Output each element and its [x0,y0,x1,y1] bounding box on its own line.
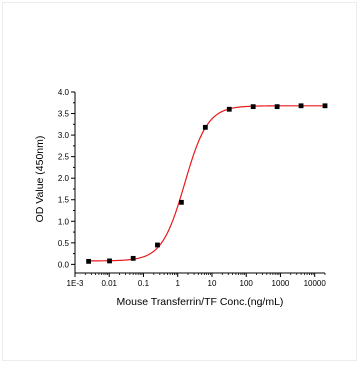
y-tick-label: 3.0 [58,131,70,140]
tick-labels-layer: 0.0 0.5 1.0 1.5 2.0 2.5 3.0 3.5 4.0 1E-3 0.01 0.1 1 1… [58,88,326,288]
data-point [155,242,160,248]
y-tick-label: 0.5 [58,239,70,248]
data-points-layer [86,103,328,264]
chart-svg: 0.0 0.5 1.0 1.5 2.0 2.5 3.0 3.5 4.0 1E-3 0.01 0.1 1 1… [34,88,328,308]
data-point [274,104,280,110]
data-point [107,258,112,264]
data-point [178,199,184,205]
chart-frame: 0.0 0.5 1.0 1.5 2.0 2.5 3.0 3.5 4.0 1E-3 0.01 0.1 1 1… [2,2,357,361]
data-point [226,106,232,112]
y-tick-label: 3.5 [58,110,70,119]
x-tick-label: 100 [240,279,254,288]
x-tick-label: 1000 [272,279,290,288]
x-tick-label: 0.01 [101,279,117,288]
x-tick-label: 10000 [304,279,327,288]
data-point [298,103,304,109]
data-point [322,103,328,109]
x-tick-label: 10 [208,279,217,288]
y-tick-label: 2.5 [58,153,70,162]
x-tick-label: 1 [175,279,180,288]
data-point [202,124,208,130]
x-tick-label: 0.1 [138,279,150,288]
y-tick-label: 0.0 [58,260,70,269]
y-tick-label: 4.0 [58,88,70,97]
data-point [130,255,136,261]
axes-layer [71,91,326,277]
y-axis-title: OD Value (450nm) [34,136,46,223]
y-tick-label: 2.0 [58,174,70,183]
y-tick-label: 1.5 [58,196,70,205]
data-point [86,258,92,264]
x-axis-title: Mouse Transferrin/TF Conc.(ng/mL) [117,296,284,308]
y-tick-label: 1.0 [58,217,70,226]
data-point [250,104,256,110]
x-tick-label: 1E-3 [67,279,84,288]
